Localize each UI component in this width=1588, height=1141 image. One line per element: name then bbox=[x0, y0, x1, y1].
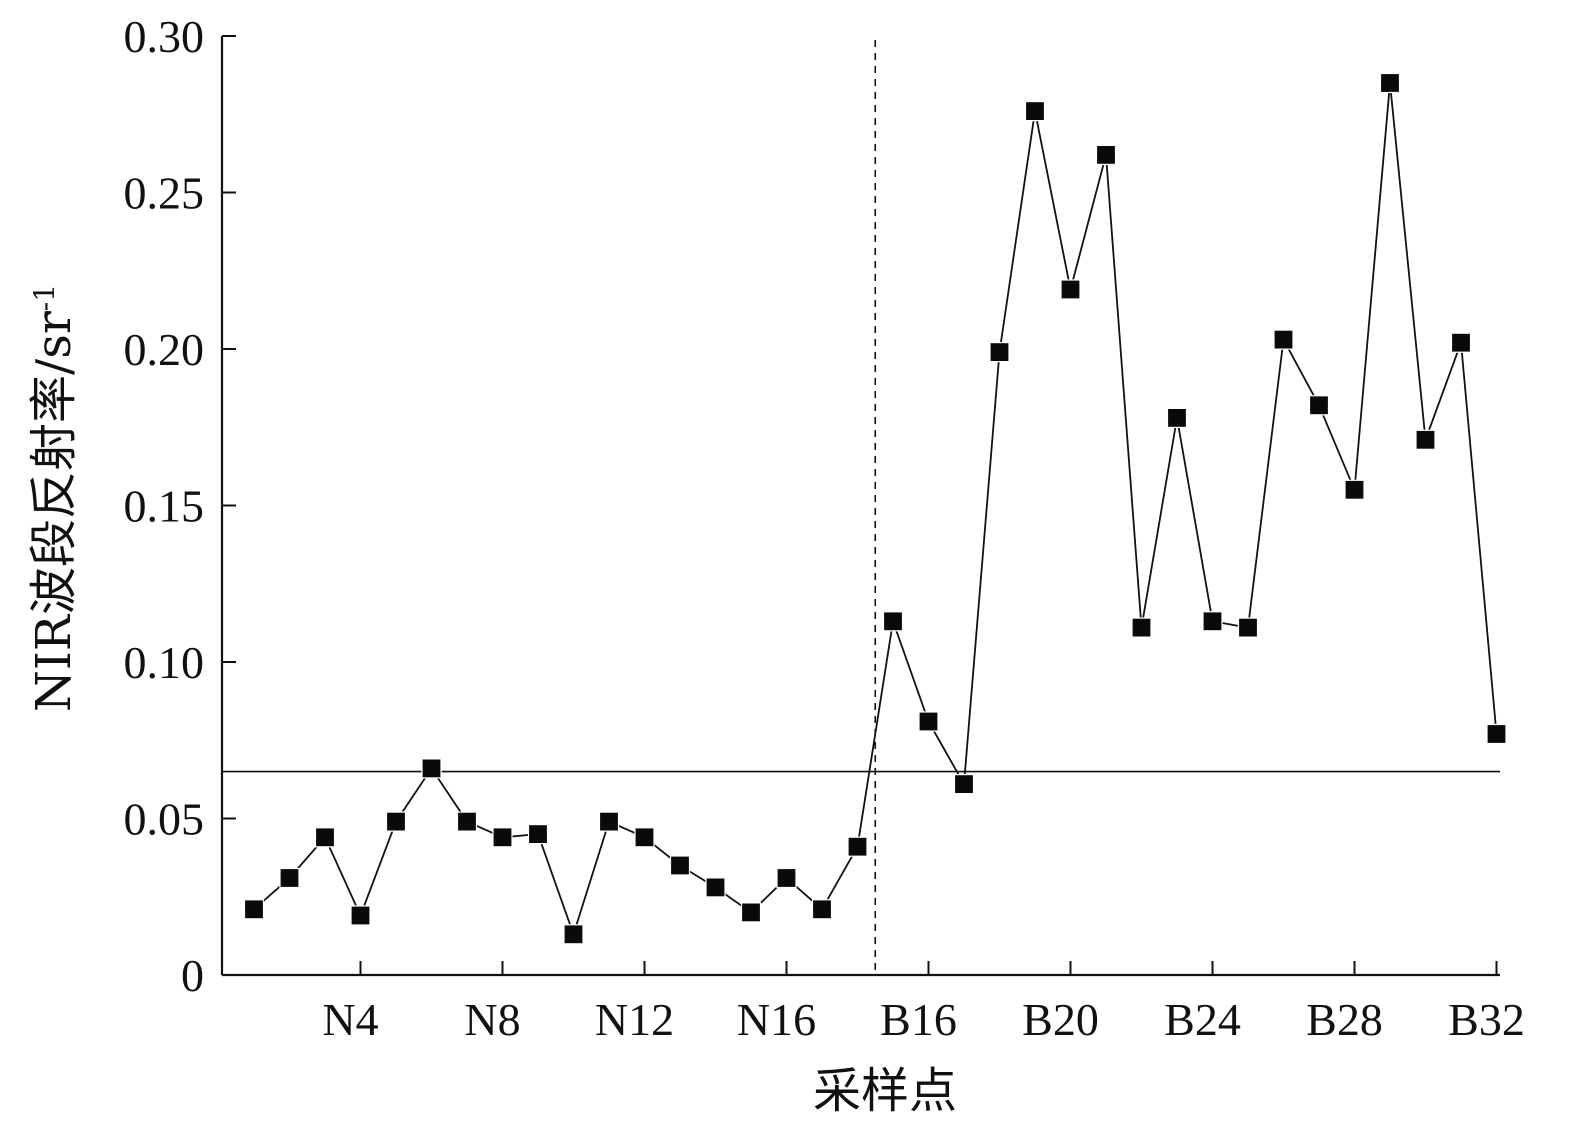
x-tick-label: B20 bbox=[1022, 994, 1099, 1045]
data-point bbox=[350, 905, 371, 926]
x-tick-label: B32 bbox=[1448, 994, 1525, 1045]
data-point bbox=[918, 711, 939, 732]
data-point bbox=[1024, 100, 1046, 122]
y-tick-label: 0.20 bbox=[124, 324, 205, 375]
data-point bbox=[385, 811, 407, 832]
x-tick-label: B16 bbox=[880, 994, 957, 1045]
data-point bbox=[1450, 332, 1472, 353]
threshold-line-layer bbox=[222, 40, 1500, 975]
y-axis-title-unit: /sr bbox=[26, 311, 82, 375]
axes-layer: 0 0.05 0.10 0.15 0.20 0.25 0.30 N4 N8 N12 N16 B16 B2… bbox=[124, 11, 1525, 1045]
y-axis-title: NIR波段反射率/sr-1 bbox=[26, 284, 82, 712]
x-tick-label: B28 bbox=[1306, 994, 1383, 1045]
y-axis-title-superscript: -1 bbox=[28, 284, 61, 311]
y-tick-label: 0.30 bbox=[124, 11, 205, 62]
data-point bbox=[598, 811, 620, 832]
data-point bbox=[811, 899, 833, 920]
data-point bbox=[1237, 617, 1259, 638]
data-point bbox=[1415, 429, 1436, 450]
data-point bbox=[1060, 279, 1081, 300]
data-point bbox=[1166, 407, 1188, 428]
data-point bbox=[882, 611, 904, 632]
y-tick-label: 0 bbox=[181, 950, 204, 1001]
data-point bbox=[421, 758, 442, 779]
data-point bbox=[1379, 72, 1401, 94]
y-tick-label: 0.15 bbox=[124, 481, 205, 532]
x-tick-label: N8 bbox=[464, 994, 520, 1045]
data-point bbox=[634, 827, 655, 848]
data-point bbox=[953, 773, 975, 795]
x-axis-title: 采样点 bbox=[813, 1063, 957, 1119]
x-tick-label: B24 bbox=[1164, 994, 1241, 1045]
data-point bbox=[1202, 611, 1223, 632]
data-point bbox=[1486, 723, 1507, 745]
data-point bbox=[243, 899, 265, 920]
data-point bbox=[1308, 395, 1330, 416]
y-tick-label: 0.10 bbox=[124, 637, 205, 688]
y-axis-title-main: NIR波段反射率 bbox=[26, 375, 82, 712]
data-marker-layer bbox=[243, 72, 1507, 945]
data-point bbox=[705, 877, 726, 898]
data-point bbox=[1273, 329, 1294, 350]
x-tick-label: N4 bbox=[322, 994, 378, 1045]
data-point bbox=[314, 827, 336, 848]
data-point bbox=[527, 823, 549, 845]
y-tick-label: 0.05 bbox=[124, 794, 205, 845]
data-point bbox=[989, 342, 1010, 363]
data-point bbox=[563, 924, 584, 945]
data-point bbox=[776, 867, 797, 889]
x-tick-label: N16 bbox=[737, 994, 816, 1045]
data-point bbox=[1131, 617, 1152, 638]
data-point bbox=[740, 902, 762, 923]
x-tick-label: N12 bbox=[595, 994, 674, 1045]
data-point bbox=[492, 827, 513, 848]
data-point bbox=[847, 836, 868, 857]
data-point bbox=[1095, 144, 1117, 165]
data-point bbox=[279, 867, 300, 889]
data-point bbox=[456, 811, 478, 832]
y-tick-label: 0.25 bbox=[124, 168, 205, 219]
data-point bbox=[1344, 479, 1365, 500]
data-point bbox=[669, 855, 691, 876]
